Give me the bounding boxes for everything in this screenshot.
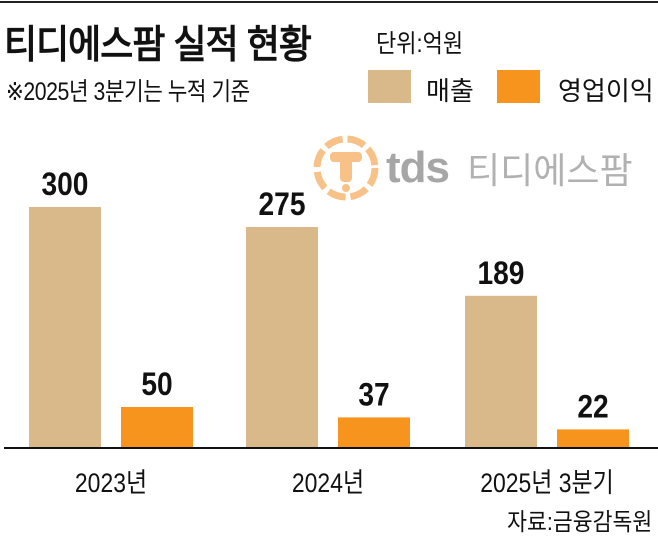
data-label: 22 bbox=[577, 390, 608, 425]
logo-t-icon bbox=[313, 135, 379, 201]
bar-operating-profit bbox=[557, 429, 629, 447]
bar-revenue bbox=[465, 295, 537, 447]
bar-operating-profit bbox=[121, 407, 193, 447]
data-label: 275 bbox=[259, 187, 306, 222]
legend-swatch-operating-profit bbox=[497, 70, 540, 103]
source-label: 자료:금융감독원 bbox=[506, 509, 652, 536]
unit-label: 단위:억원 bbox=[376, 30, 464, 58]
bar-operating-profit bbox=[338, 417, 410, 447]
bar-revenue bbox=[246, 227, 318, 447]
x-tick-label: 2025년 3분기 bbox=[480, 468, 613, 498]
x-tick-label: 2024년 bbox=[292, 468, 364, 498]
logo-company-name: 티디에스팜 bbox=[467, 150, 633, 191]
x-tick-label: 2023년 bbox=[75, 468, 147, 498]
data-label: 50 bbox=[141, 367, 172, 402]
chart-title: 티디에스팜 실적 현황 bbox=[4, 24, 312, 67]
bar-revenue bbox=[29, 207, 101, 447]
company-logo: tds 티디에스팜 bbox=[312, 134, 633, 202]
data-label: 37 bbox=[358, 378, 389, 413]
top-rule bbox=[0, 1, 658, 3]
legend-label-operating-profit: 영업이익 bbox=[558, 76, 654, 106]
data-label: 189 bbox=[478, 256, 525, 291]
data-label: 300 bbox=[42, 167, 89, 202]
logo-text: tds bbox=[386, 143, 450, 192]
legend-swatch-revenue bbox=[368, 70, 411, 103]
footnote: ※2025년 3분기는 누적 기준 bbox=[6, 78, 250, 106]
legend-label-revenue: 매출 bbox=[426, 76, 474, 106]
